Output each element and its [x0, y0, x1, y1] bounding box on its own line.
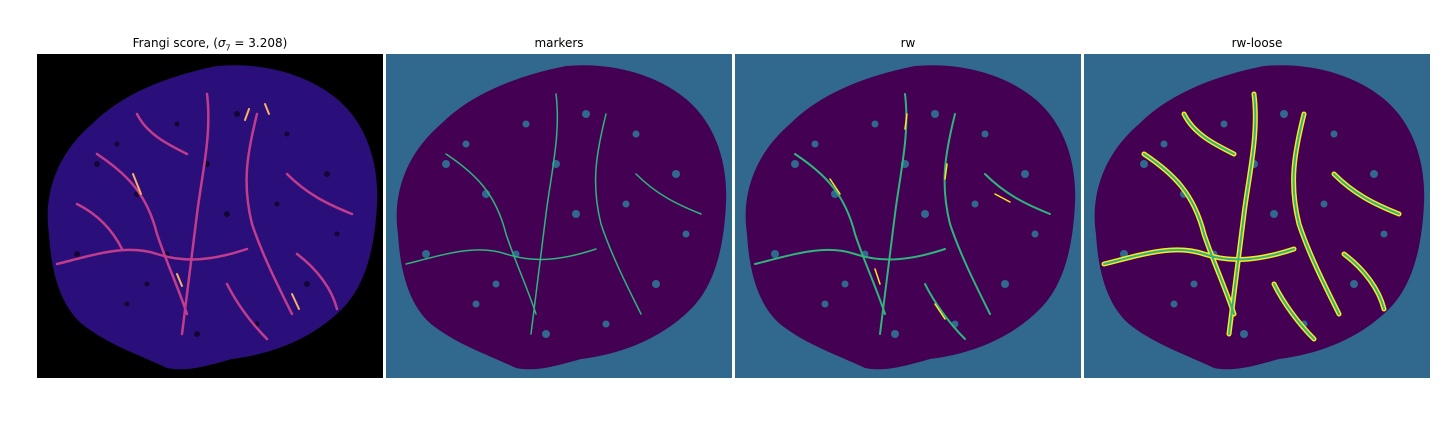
rw-loose-image	[1084, 54, 1430, 378]
markers-image-panel	[386, 54, 732, 378]
markers-tissue-region	[396, 65, 727, 370]
frangi-image	[37, 54, 383, 378]
frangi-tissue-region	[47, 65, 378, 370]
rw-image-panel	[735, 54, 1081, 378]
rw-loose-vessels-inner	[1103, 93, 1400, 340]
rw-loose-image-panel	[1084, 54, 1430, 378]
rw-loose-tissue-region	[1094, 65, 1425, 370]
rw-title: rw	[900, 36, 916, 50]
frangi-title: Frangi score, (σ7 = 3.208)	[37, 36, 383, 52]
frangi-image-panel	[37, 54, 383, 378]
rw-vessels	[754, 93, 1051, 340]
markers-vessels	[405, 93, 702, 335]
rw-tissue-region	[745, 65, 1076, 370]
frangi-title-sigma: σ	[217, 36, 226, 50]
frangi-texture	[74, 111, 340, 337]
markers-texture	[422, 110, 690, 338]
rw-image	[735, 54, 1081, 378]
frangi-title-sub: 7	[225, 43, 231, 53]
frangi-title-prefix: Frangi score, (	[132, 36, 218, 50]
frangi-vessels	[55, 92, 354, 341]
frangi-title-suffix: = 3.208)	[230, 36, 288, 50]
markers-image	[386, 54, 732, 378]
rw-loose-title: rw-loose	[1231, 36, 1283, 50]
rw-highlights	[829, 113, 1011, 320]
markers-title: markers	[534, 36, 584, 50]
frangi-peaks	[132, 103, 300, 310]
